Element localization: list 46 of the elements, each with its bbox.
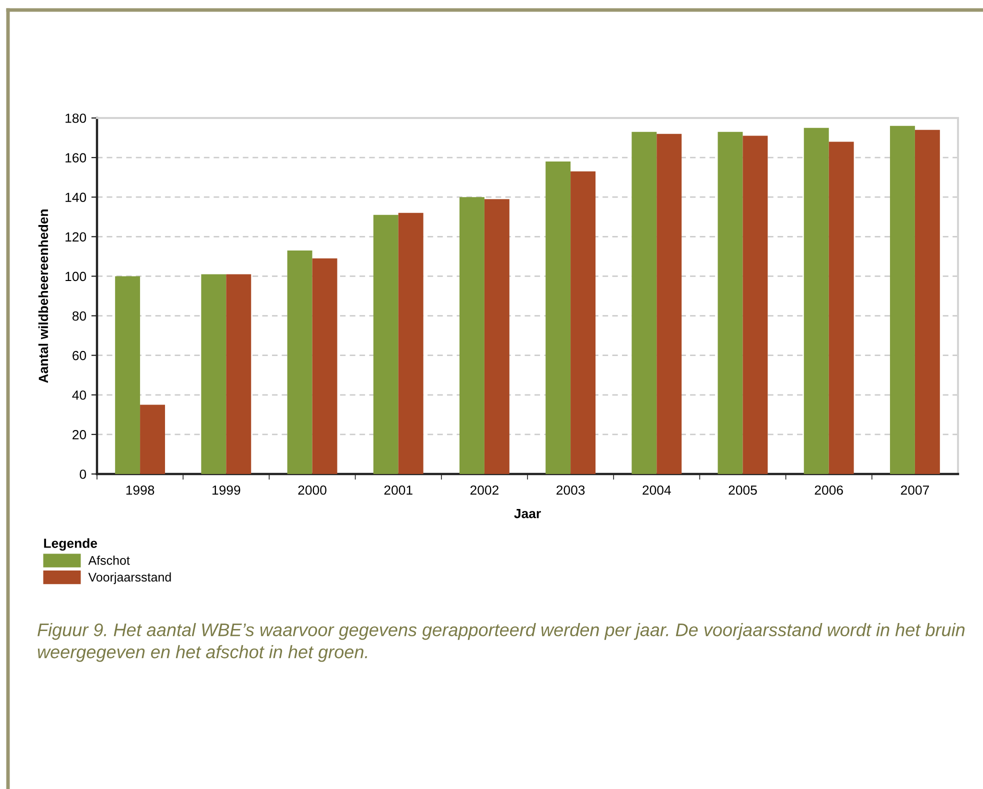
x-axis-title: Jaar (514, 509, 541, 518)
bar (459, 197, 484, 474)
x-tick-label: 2004 (642, 485, 671, 495)
legend-title: Legende (44, 538, 98, 551)
legend-label: Afschot (88, 556, 130, 565)
bar (140, 404, 166, 474)
bar (312, 258, 338, 474)
x-tick-label: 2007 (900, 485, 929, 495)
y-tick-label: 80 (72, 311, 86, 321)
bar (287, 250, 312, 474)
bar (546, 162, 571, 474)
x-tick-label: 2005 (728, 485, 757, 495)
bar (914, 130, 940, 474)
bar (226, 274, 252, 474)
x-tick-label: 1999 (212, 485, 240, 495)
x-tick-label: 2000 (298, 485, 326, 495)
bar (115, 276, 140, 474)
y-axis-title: Aantal wildbeheereenheden (38, 210, 48, 383)
bar (656, 134, 682, 474)
bar (373, 214, 398, 474)
bar (570, 171, 596, 474)
y-tick-label: 100 (66, 272, 86, 282)
bar (828, 142, 854, 474)
text: Figuur 9. Het aantal WBE’s waarvoor gegevens gerapporteerd werden per jaar. De voorjaarsstand wordt in het bruin weergegeven en het afschot in het groen. (38, 623, 965, 662)
x-tick-label: 2002 (470, 485, 498, 495)
y-tick-label: 160 (66, 153, 86, 162)
y-tick-label: 20 (72, 430, 86, 440)
bar (742, 136, 768, 474)
bar (632, 132, 657, 474)
bar (804, 128, 829, 474)
y-tick-label: 180 (66, 114, 86, 123)
x-tick-label: 1998 (126, 485, 154, 495)
bar (398, 212, 424, 474)
y-tick-label: 0 (80, 470, 86, 479)
x-tick-label: 2001 (384, 485, 412, 495)
bar (201, 274, 226, 474)
bar (890, 126, 915, 474)
x-tick-label: 2006 (814, 485, 843, 495)
y-tick-label: 40 (72, 390, 86, 400)
x-tick-label: 2003 (556, 485, 585, 495)
legend-label: Voorjaarsstand (88, 572, 171, 584)
y-tick-label: 140 (66, 192, 86, 202)
y-tick-label: 120 (66, 232, 86, 242)
bar (484, 199, 510, 474)
y-tick-label: 60 (72, 350, 86, 360)
bar (718, 132, 743, 474)
